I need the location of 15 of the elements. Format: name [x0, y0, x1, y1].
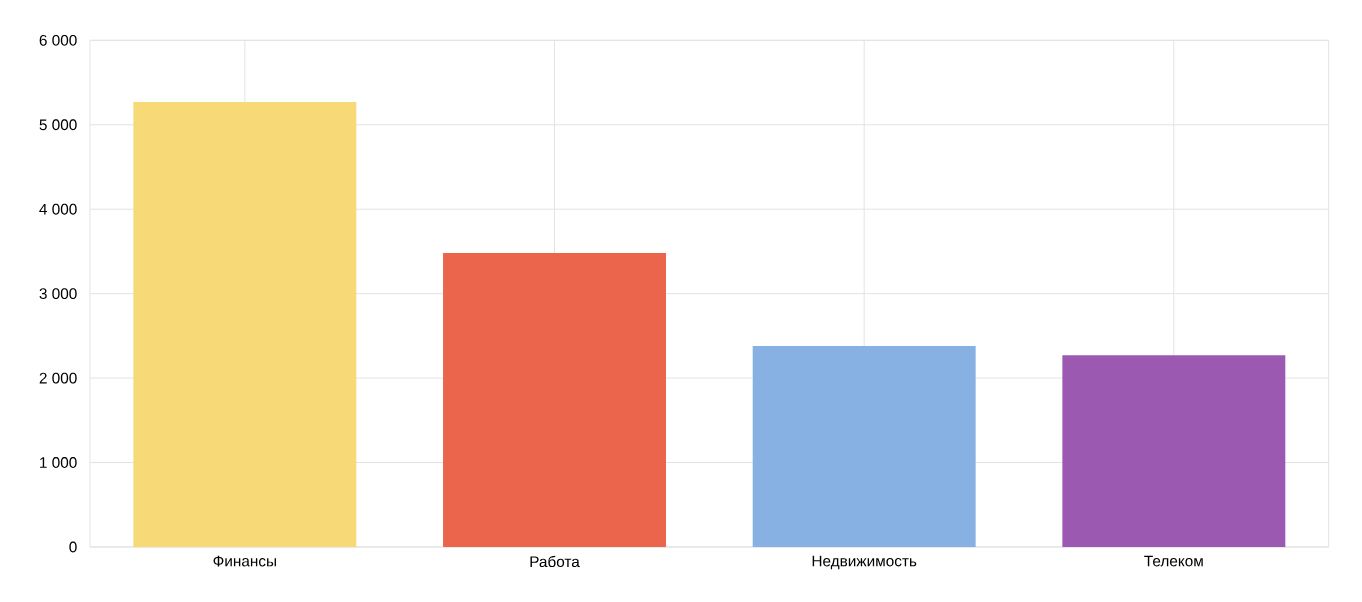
y-tick-label: 1 000 — [40, 457, 77, 468]
x-tick-label: Телеком — [1144, 555, 1203, 567]
x-tick-label: Работа — [530, 555, 580, 568]
x-tick-label: Финансы — [213, 555, 276, 567]
y-tick-label: 3 000 — [39, 288, 77, 300]
bar — [133, 101, 357, 547]
bar — [443, 253, 666, 547]
bar — [752, 346, 976, 547]
y-tick-label: 5 000 — [39, 119, 77, 131]
y-tick-label: 4 000 — [39, 203, 77, 215]
y-tick-label: 6 000 — [39, 34, 77, 46]
y-tick-label: 2 000 — [39, 372, 77, 384]
bar — [1062, 355, 1286, 547]
x-tick-label: Недвижимость — [812, 555, 917, 570]
y-tick-label: 0 — [69, 541, 77, 553]
